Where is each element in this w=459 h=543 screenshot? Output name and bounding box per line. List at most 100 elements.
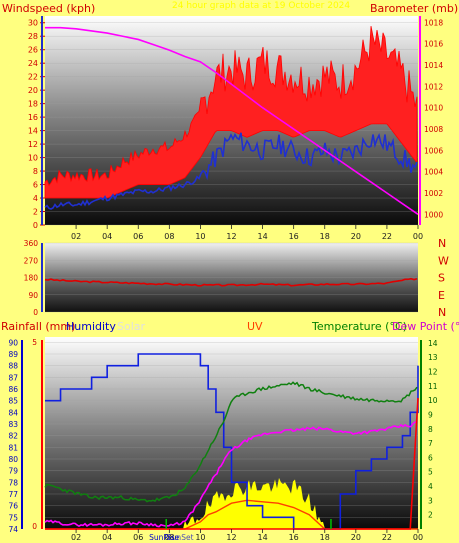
uv-label: UV: [247, 320, 263, 333]
wind-x-axis: 02 04 06 08 10 12 14 16 18 20 22 00: [71, 225, 423, 241]
temp-tick-label: 9: [428, 410, 433, 419]
humidity-line: [45, 353, 419, 530]
temp-tick-label: 10: [428, 396, 438, 405]
barometer-tick-label: 1004: [424, 168, 443, 177]
x-tick-label: 22: [382, 232, 392, 241]
direction-tick-label: 90: [28, 291, 38, 300]
compass-label: N: [438, 237, 446, 250]
temp-tick-label: 11: [428, 382, 438, 391]
x-tick-label: 18: [320, 533, 330, 542]
x-tick-label: 00: [413, 232, 423, 241]
barometer-tick-label: 1012: [424, 82, 443, 91]
temp-tick-label: 5: [428, 468, 433, 477]
temp-tick-label: 14: [428, 339, 438, 348]
x-tick-label: 16: [289, 232, 299, 241]
direction-tick-label: 0: [33, 308, 38, 317]
wind-tick-label: 20: [28, 86, 38, 95]
humidity-tick-label: 83: [8, 420, 18, 429]
direction-tick-label: 270: [24, 256, 39, 265]
wind-tick-label: 30: [28, 19, 38, 28]
rain-humidity-temperature-chart: 7475767778798081828384858687888990052345…: [8, 338, 437, 534]
graph-title: 24 hour graph data at 19 October 2024: [172, 1, 350, 11]
wind-tick-label: 24: [28, 59, 38, 68]
x-tick-label: 10: [195, 232, 205, 241]
wind-tick-label: 18: [28, 100, 38, 109]
compass-label: S: [438, 272, 445, 285]
wind-tick-label: 8: [33, 167, 38, 176]
rainfall-line: [45, 398, 419, 530]
compass-label: E: [438, 289, 445, 302]
x-tick-label: 02: [71, 533, 81, 542]
wind-tick-label: 16: [28, 113, 38, 122]
rainfall-label: Rainfall (mm): [1, 320, 75, 333]
humidity-tick-label: 75: [8, 513, 18, 522]
wind-tick-label: 2: [33, 208, 38, 217]
barometer-line: [45, 26, 419, 215]
barometer-tick-label: 1000: [424, 210, 443, 219]
barometer-tick-label: 1008: [424, 125, 443, 134]
temperature-line: [44, 381, 418, 503]
temp-tick-label: 12: [428, 368, 438, 377]
solar-label: Solar: [117, 320, 146, 333]
temp-tick-label: 4: [428, 482, 433, 491]
x-tick-label: 08: [164, 232, 174, 241]
wind-tick-label: 4: [33, 194, 38, 203]
x-tick-label: 02: [71, 232, 81, 241]
compass-label: W: [438, 254, 449, 267]
x-tick-label: 10: [195, 533, 205, 542]
x-tick-label: 22: [382, 533, 392, 542]
temp-tick-label: 6: [428, 453, 433, 462]
temp-tick-label: 2: [428, 511, 433, 520]
humidity-tick-label: 86: [8, 385, 18, 394]
humidity-tick-label: 78: [8, 478, 18, 487]
x-tick-label: 00: [413, 533, 423, 542]
sunset-label: SunSet: [167, 533, 194, 542]
humidity-tick-label: 87: [8, 373, 18, 382]
barometer-tick-label: 1018: [424, 18, 443, 27]
wind-tick-label: 14: [28, 127, 38, 136]
x-tick-label: 14: [257, 232, 267, 241]
x-tick-label: 04: [102, 533, 112, 542]
barometer-tick-label: 1014: [424, 61, 443, 70]
average-wind-line: [44, 132, 418, 210]
humidity-tick-label: 88: [8, 362, 18, 371]
compass-label: N: [438, 306, 446, 319]
x-tick-label: 08: [164, 533, 174, 542]
barometer-tick-label: 1002: [424, 189, 443, 198]
x-tick-label: 06: [133, 533, 143, 542]
dew-point-line: [44, 421, 418, 528]
humidity-tick-label: 90: [8, 338, 18, 347]
humidity-tick-label: 84: [8, 408, 18, 417]
x-tick-label: 18: [320, 232, 330, 241]
x-tick-label: 20: [351, 533, 361, 542]
wind-barometer-chart: 0246810121416182022242628301000100210041…: [28, 16, 443, 230]
barometer-tick-label: 1010: [424, 104, 443, 113]
temp-tick-label: 13: [428, 353, 438, 362]
sunrise-label: SunRise: [149, 533, 179, 542]
wind-tick-label: 0: [33, 221, 38, 230]
humidity-label: Humidity: [66, 320, 116, 333]
windspeed-label: Windspeed (kph): [2, 2, 95, 15]
humidity-tick-label: 79: [8, 467, 18, 476]
x-tick-label: 14: [257, 533, 267, 542]
x-tick-label: 12: [226, 533, 236, 542]
barometer-tick-label: 1006: [424, 146, 443, 155]
wind-tick-label: 6: [33, 181, 38, 190]
dew-point-label: Dew Point (°C): [392, 320, 459, 333]
temp-tick-label: 8: [428, 425, 433, 434]
wind-tick-label: 26: [28, 46, 38, 55]
humidity-tick-label: 76: [8, 502, 18, 511]
humidity-tick-label: 81: [8, 443, 18, 452]
x-tick-label: 16: [289, 533, 299, 542]
x-tick-label: 04: [102, 232, 112, 241]
direction-tick-label: 180: [24, 274, 39, 283]
wind-tick-label: 28: [28, 32, 38, 41]
humidity-tick-label: 80: [8, 455, 18, 464]
wind-tick-label: 10: [28, 154, 38, 163]
wind-tick-label: 12: [28, 140, 38, 149]
humidity-tick-label: 85: [8, 397, 18, 406]
wind-tick-label: 22: [28, 73, 38, 82]
